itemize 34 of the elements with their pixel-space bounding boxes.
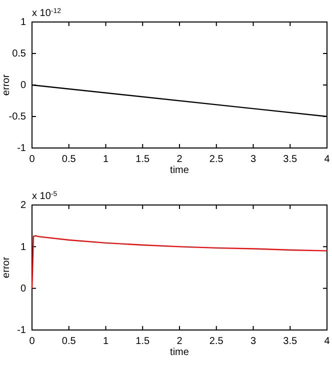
x-tick-label: 3 [250,336,256,348]
x-tick-label: 3.5 [283,336,298,348]
y-tick-label: 0.5 [12,48,26,60]
x-tick-label: 2 [176,336,183,348]
y-tick-label: 2 [20,200,26,212]
y-tick-label: 0 [20,80,26,92]
x-tick-label: 1.5 [136,336,150,348]
y-tick-label: -0.5 [8,112,26,123]
x-tick-label: 0.5 [62,154,76,166]
x-tick-label: 2.5 [209,336,224,348]
x-tick-label: 1 [102,336,109,348]
x-tick-label: 1 [102,154,109,166]
text: x 10$^{-5}$ [32,190,58,202]
y-axis-title: error [1,74,12,96]
x-axis-title: time [170,347,190,358]
x-tick-label: 2 [176,154,183,166]
x-tick-label: 2.5 [209,154,224,166]
y-tick-label: -1 [17,143,26,154]
x-tick-label: 4 [324,154,330,166]
y-axis-title: error [1,256,12,278]
y-tick-label: 1 [20,242,26,253]
y-tick-label: -1 [17,325,26,336]
x-tick-label: 3.5 [283,154,298,166]
y-tick-label: 0 [20,284,26,295]
x-tick-label: 4 [324,336,330,348]
x-axis-title: time [170,165,190,176]
y-tick-label: 1 [20,17,26,28]
x-tick-label: 0 [29,154,36,166]
text: x 10$^{-12}$ [32,8,62,19]
x-tick-label: 0 [29,336,36,348]
x-tick-label: 0.5 [62,336,76,348]
x-tick-label: 3 [250,154,256,166]
x-tick-label: 1.5 [136,154,150,166]
line-series [31,235,328,289]
